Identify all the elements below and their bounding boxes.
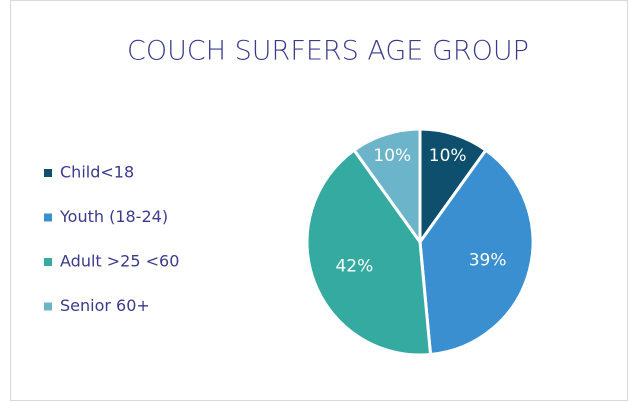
pie-slice [418,148,535,357]
pie-slice [305,148,433,357]
pie-slice [352,127,422,247]
legend-label: Child<18 [60,163,134,182]
slice-label: 10% [429,146,467,166]
legend-label: Senior 60+ [60,296,150,315]
legend-label: Adult >25 <60 [60,252,179,271]
legend-label: Youth (18-24) [59,207,168,226]
chart-title: COUCH SURFERS AGE GROUP [127,36,529,67]
slice-label: 39% [469,250,507,270]
legend-swatch [44,302,52,311]
legend-swatch [44,258,52,266]
legend-swatch [44,169,52,177]
legend-swatch [44,213,52,222]
slice-label: 10% [373,146,411,166]
slice-label: 42% [335,257,373,277]
